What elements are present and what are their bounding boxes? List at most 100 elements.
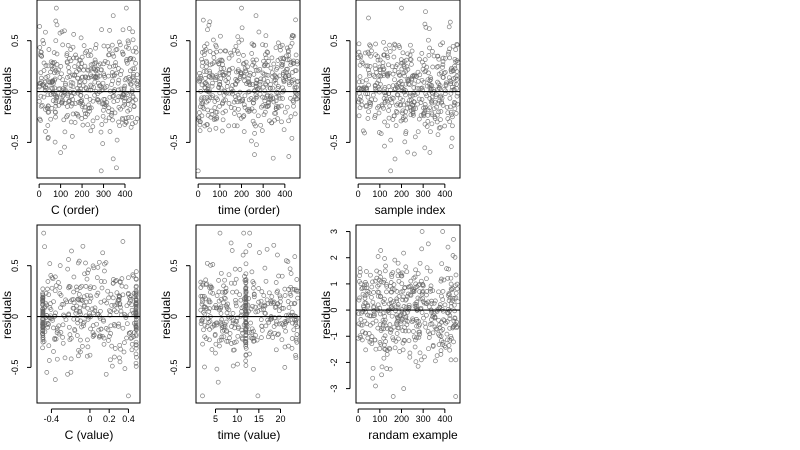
data-point bbox=[100, 113, 106, 119]
data-point bbox=[40, 294, 46, 300]
data-point bbox=[445, 116, 451, 121]
data-point bbox=[395, 268, 401, 274]
data-point bbox=[394, 92, 400, 97]
y-tick-label: 0.5 bbox=[329, 34, 339, 47]
data-point bbox=[121, 349, 127, 355]
data-point bbox=[381, 67, 386, 73]
data-point bbox=[201, 69, 207, 74]
data-point bbox=[95, 97, 100, 102]
data-point bbox=[369, 284, 375, 290]
data-point bbox=[375, 54, 380, 59]
x-tick-label: 0.2 bbox=[103, 414, 116, 424]
data-point bbox=[417, 332, 422, 337]
data-point bbox=[259, 289, 265, 294]
data-point bbox=[88, 53, 94, 58]
data-point bbox=[282, 109, 288, 115]
data-point bbox=[269, 120, 275, 126]
data-point bbox=[116, 294, 122, 300]
plot-frame bbox=[355, 224, 461, 404]
data-point bbox=[125, 38, 131, 44]
data-point bbox=[62, 355, 68, 361]
data-point bbox=[119, 283, 125, 289]
data-point bbox=[81, 294, 87, 300]
data-point bbox=[406, 304, 412, 310]
data-point bbox=[210, 262, 216, 267]
data-point bbox=[95, 290, 101, 296]
data-point bbox=[43, 107, 48, 112]
data-point bbox=[419, 51, 425, 56]
data-point bbox=[40, 345, 45, 351]
data-point bbox=[270, 155, 276, 161]
data-point bbox=[79, 61, 84, 66]
data-point bbox=[217, 104, 222, 109]
data-point bbox=[402, 311, 407, 316]
data-point bbox=[207, 19, 213, 25]
data-point bbox=[69, 248, 74, 254]
data-point bbox=[422, 57, 428, 62]
data-point bbox=[128, 124, 134, 130]
data-point bbox=[195, 168, 201, 174]
data-point bbox=[291, 301, 297, 307]
data-point bbox=[248, 320, 253, 326]
data-point bbox=[62, 129, 68, 135]
data-point bbox=[235, 326, 241, 331]
data-point bbox=[222, 289, 228, 295]
data-point bbox=[405, 78, 411, 84]
data-point bbox=[258, 298, 264, 304]
data-point bbox=[72, 64, 77, 69]
data-point bbox=[204, 41, 210, 47]
data-point bbox=[52, 109, 58, 115]
data-point bbox=[133, 339, 139, 345]
data-point bbox=[396, 278, 402, 284]
data-point bbox=[391, 96, 396, 101]
data-point bbox=[110, 295, 116, 301]
data-point bbox=[451, 302, 457, 308]
data-point bbox=[241, 230, 247, 236]
data-point bbox=[382, 119, 387, 125]
data-point bbox=[129, 115, 135, 120]
data-point bbox=[454, 42, 460, 48]
data-point bbox=[234, 48, 240, 54]
data-point bbox=[358, 310, 364, 316]
data-point bbox=[112, 354, 117, 360]
data-point bbox=[261, 293, 267, 298]
data-point bbox=[262, 109, 268, 115]
data-point bbox=[77, 309, 82, 314]
data-point bbox=[43, 129, 48, 134]
data-point bbox=[398, 79, 404, 84]
data-point bbox=[130, 29, 136, 35]
data-point bbox=[422, 21, 428, 27]
data-point bbox=[105, 60, 111, 65]
data-point bbox=[126, 26, 132, 31]
data-point bbox=[46, 109, 52, 115]
data-point bbox=[447, 347, 453, 353]
data-point bbox=[84, 299, 89, 305]
data-point bbox=[262, 62, 268, 68]
data-point bbox=[402, 285, 408, 290]
data-point bbox=[421, 315, 426, 321]
data-point bbox=[251, 285, 256, 291]
data-point bbox=[405, 319, 410, 324]
data-point bbox=[388, 327, 394, 333]
data-point bbox=[129, 302, 134, 308]
data-point bbox=[377, 346, 383, 352]
data-point bbox=[440, 75, 446, 80]
data-point bbox=[218, 270, 224, 276]
data-point bbox=[267, 85, 273, 91]
data-point bbox=[60, 322, 66, 328]
data-point bbox=[389, 313, 395, 319]
y-axis-label: residuals bbox=[159, 67, 173, 115]
data-point bbox=[74, 308, 79, 314]
data-point bbox=[438, 42, 443, 48]
data-point bbox=[362, 50, 368, 56]
data-point bbox=[290, 313, 296, 318]
data-point bbox=[397, 313, 403, 319]
data-point bbox=[217, 79, 223, 85]
data-point bbox=[243, 315, 248, 320]
data-point bbox=[372, 62, 378, 68]
data-point bbox=[93, 59, 99, 65]
data-point bbox=[264, 246, 270, 252]
data-point bbox=[220, 72, 226, 77]
data-point bbox=[229, 341, 234, 346]
data-point bbox=[208, 262, 213, 268]
